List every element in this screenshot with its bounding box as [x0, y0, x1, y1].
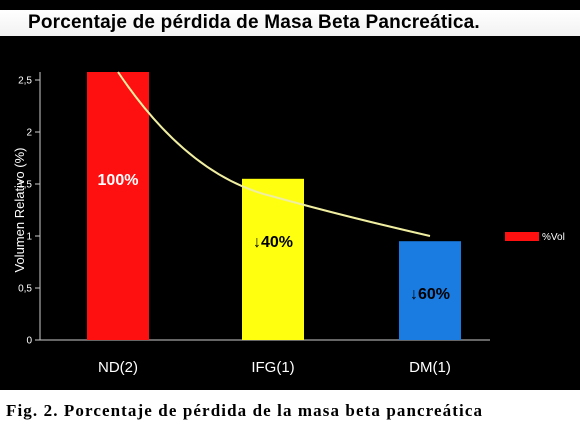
- bar-data-label: 100%: [98, 172, 139, 189]
- y-tick-label: 2,5: [18, 76, 32, 87]
- legend-label: %Vol: [542, 232, 565, 243]
- bar-data-label: ↓40%: [253, 234, 293, 251]
- x-tick-label: ND(2): [98, 359, 138, 376]
- bar-data-label: ↓60%: [410, 286, 450, 303]
- figure-caption: Fig. 2. Porcentaje de pérdida de la masa…: [6, 401, 484, 420]
- y-tick-label: 2: [26, 128, 32, 139]
- x-tick-label: IFG(1): [251, 359, 294, 376]
- bar: [399, 241, 461, 340]
- chart-plot: 0 0,5 1 1,5 2 2,5 Volumen Relativo (%) ND(2) IFG…: [12, 71, 565, 376]
- y-tick-label: 0,5: [18, 284, 32, 295]
- chart-figure: Porcentaje de pérdida de Masa Beta Pancr…: [0, 0, 580, 390]
- y-tick-label: 1: [26, 232, 32, 243]
- x-tick-label: DM(1): [409, 359, 451, 376]
- chart-title: Porcentaje de pérdida de Masa Beta Pancr…: [0, 10, 580, 36]
- bar: [242, 178, 304, 340]
- y-tick-label: 0: [26, 336, 32, 347]
- y-tick-label: 1,5: [18, 180, 32, 191]
- trend-curve: [117, 71, 431, 237]
- y-axis-label: Volumen Relativo (%): [12, 148, 27, 273]
- bar: [87, 72, 149, 340]
- legend-swatch: [505, 232, 539, 241]
